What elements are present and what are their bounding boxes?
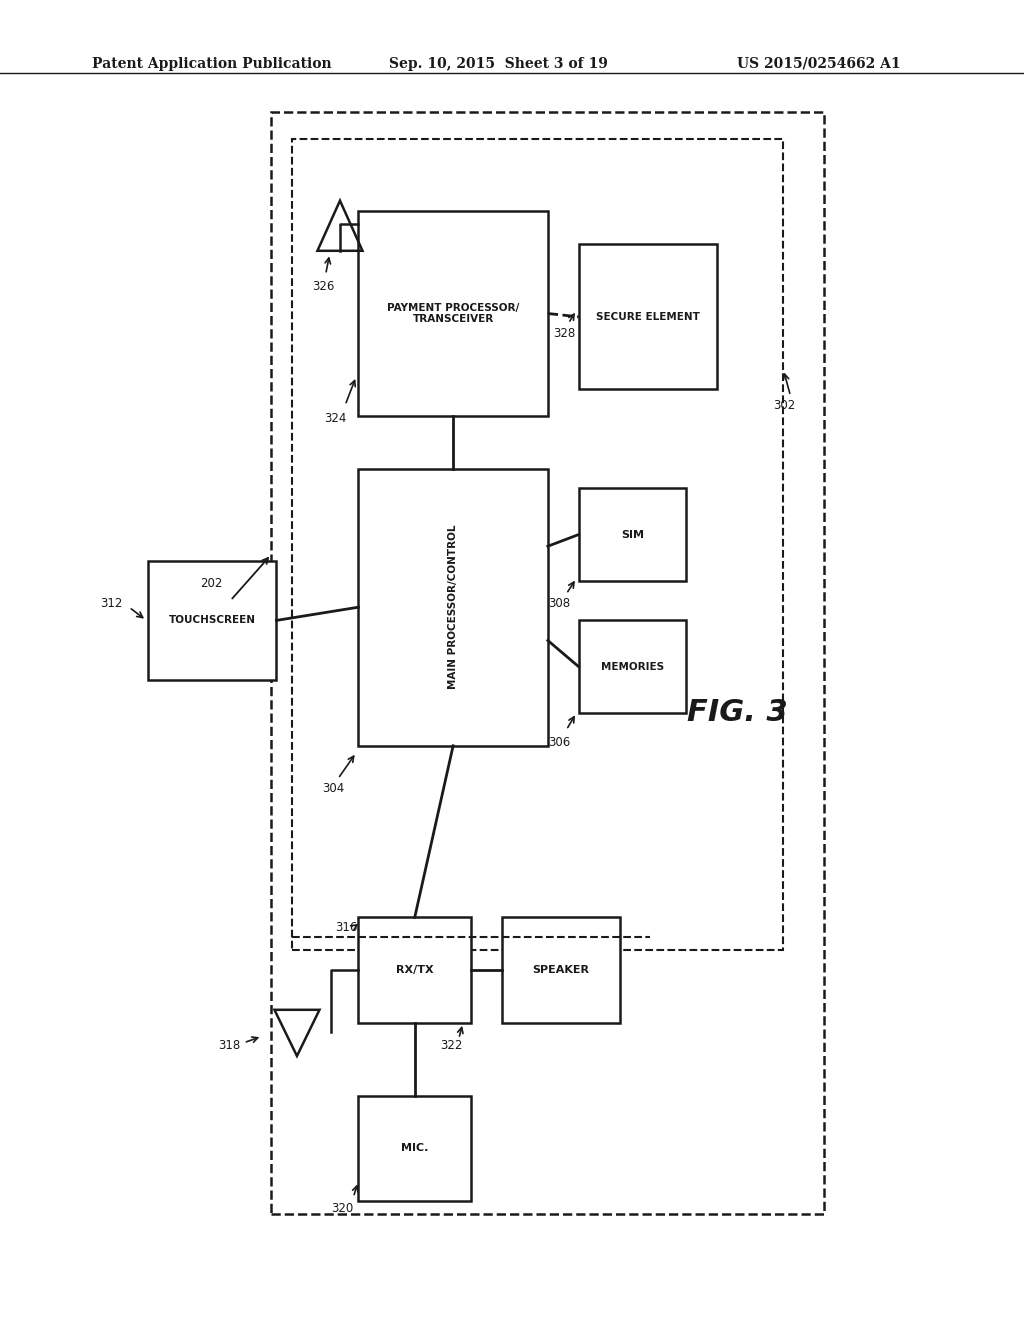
Text: SECURE ELEMENT: SECURE ELEMENT: [596, 312, 699, 322]
FancyBboxPatch shape: [579, 488, 686, 581]
FancyBboxPatch shape: [148, 561, 276, 680]
Text: 306: 306: [548, 735, 570, 748]
Text: 304: 304: [323, 781, 345, 795]
Text: 202: 202: [200, 577, 222, 590]
Text: 322: 322: [440, 1039, 463, 1052]
Text: 308: 308: [548, 597, 570, 610]
FancyBboxPatch shape: [271, 112, 824, 1214]
Text: PAYMENT PROCESSOR/
TRANSCEIVER: PAYMENT PROCESSOR/ TRANSCEIVER: [387, 302, 519, 325]
Text: Sep. 10, 2015  Sheet 3 of 19: Sep. 10, 2015 Sheet 3 of 19: [389, 57, 608, 71]
Text: 324: 324: [325, 412, 347, 425]
Text: Patent Application Publication: Patent Application Publication: [92, 57, 332, 71]
Text: 326: 326: [312, 280, 335, 293]
FancyBboxPatch shape: [358, 469, 548, 746]
FancyBboxPatch shape: [292, 139, 783, 950]
Text: RX/TX: RX/TX: [396, 965, 433, 975]
FancyBboxPatch shape: [502, 917, 620, 1023]
Text: SIM: SIM: [621, 529, 644, 540]
Text: MEMORIES: MEMORIES: [601, 661, 664, 672]
FancyBboxPatch shape: [579, 244, 717, 389]
FancyBboxPatch shape: [358, 211, 548, 416]
Text: US 2015/0254662 A1: US 2015/0254662 A1: [737, 57, 901, 71]
Text: 328: 328: [553, 326, 575, 339]
FancyBboxPatch shape: [579, 620, 686, 713]
Text: MIC.: MIC.: [401, 1143, 428, 1154]
Text: 302: 302: [773, 399, 796, 412]
Text: 312: 312: [100, 597, 123, 610]
FancyBboxPatch shape: [358, 917, 471, 1023]
Text: FIG. 3: FIG. 3: [687, 698, 787, 727]
Text: MAIN PROCESSOR/CONTROL: MAIN PROCESSOR/CONTROL: [449, 525, 458, 689]
Text: SPEAKER: SPEAKER: [532, 965, 589, 975]
Text: 320: 320: [331, 1201, 353, 1214]
Text: TOUCHSCREEN: TOUCHSCREEN: [169, 615, 256, 626]
Text: 316: 316: [335, 920, 357, 933]
Text: 318: 318: [218, 1039, 241, 1052]
FancyBboxPatch shape: [358, 1096, 471, 1201]
